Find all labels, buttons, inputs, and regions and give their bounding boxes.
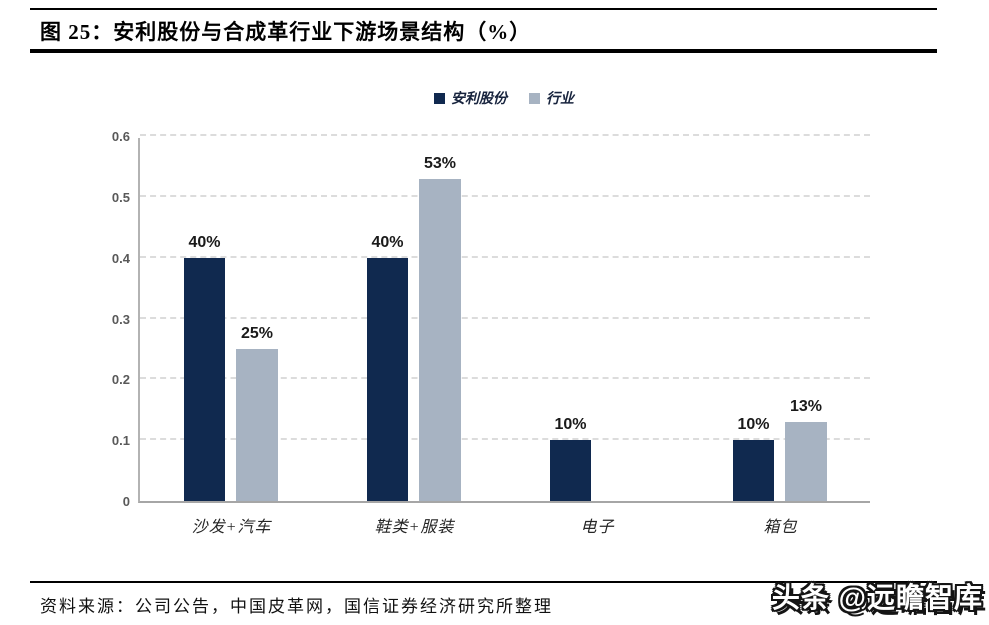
title-underline-rule	[30, 49, 937, 53]
figure-title: 图 25：安利股份与合成革行业下游场景结构（%）	[40, 20, 532, 44]
y-tick-label: 0	[122, 494, 130, 509]
bar-value-label: 40%	[188, 233, 221, 251]
watermark: 头条 @远瞻智库	[771, 582, 983, 613]
y-tick-label: 0.1	[111, 433, 130, 449]
bar-group-电子: 10% 电子	[506, 138, 689, 536]
legend-label-industry: 行业	[546, 92, 574, 107]
bar-value-label: 25%	[240, 324, 274, 342]
bar-安利股份-箱包	[733, 440, 774, 501]
y-tick-label: 0.3	[111, 311, 130, 327]
y-tick-label: 0.2	[111, 372, 130, 388]
legend-item-industry: 行业	[529, 88, 574, 108]
category-label-箱包: 箱包	[763, 519, 798, 536]
gridline-0.6	[140, 134, 870, 136]
plot-area: 0 0.1 0.2 0.3 0.4 0.5 0.6 40% 25% 沙发+汽车 40% 53% 鞋类+服…	[112, 129, 872, 536]
bar-行业-鞋类+服装	[419, 178, 461, 501]
category-label-沙发+汽车: 沙发+汽车	[191, 519, 272, 536]
source-note: 资料来源：公司公告，中国皮革网，国信证券经济研究所整理	[40, 597, 553, 616]
gridline-0.3	[140, 316, 870, 319]
bar-行业-箱包	[785, 421, 827, 501]
bar-value-label: 40%	[371, 233, 404, 251]
y-tick-label: 0.5	[111, 189, 130, 205]
bar-安利股份-沙发+汽车	[184, 257, 225, 501]
bar-安利股份-电子	[550, 440, 591, 501]
bar-value-label: 10%	[554, 416, 587, 434]
legend-swatch-gray-icon	[529, 92, 540, 104]
legend-swatch-navy-icon	[434, 92, 445, 104]
bar-value-label: 13%	[789, 397, 823, 415]
legend-label-anli: 安利股份	[451, 92, 507, 107]
bar-value-label: 10%	[737, 416, 770, 434]
y-tick-label: 0.6	[111, 129, 130, 144]
bar-group-鞋类+服装: 40% 53% 鞋类+服装	[323, 138, 506, 536]
top-rule	[30, 8, 937, 10]
bar-行业-沙发+汽车	[236, 348, 278, 501]
gridline-0.1	[140, 438, 870, 441]
footer-rule	[30, 581, 937, 583]
gridline-0.2	[140, 377, 870, 380]
legend-item-anli: 安利股份	[434, 88, 507, 108]
chart-legend: 安利股份 行业	[138, 88, 870, 108]
bar-group-沙发+汽车: 40% 25% 沙发+汽车	[140, 138, 323, 536]
bar-安利股份-鞋类+服装	[367, 257, 408, 501]
category-label-鞋类+服装: 鞋类+服装	[374, 519, 455, 536]
gridline-0.4	[140, 255, 870, 258]
bar-value-label: 53%	[423, 154, 457, 172]
bar-group-箱包: 10% 13% 箱包	[689, 138, 872, 536]
gridline-0.5	[140, 194, 870, 197]
category-label-电子: 电子	[580, 519, 615, 536]
y-tick-label: 0.4	[111, 250, 130, 266]
